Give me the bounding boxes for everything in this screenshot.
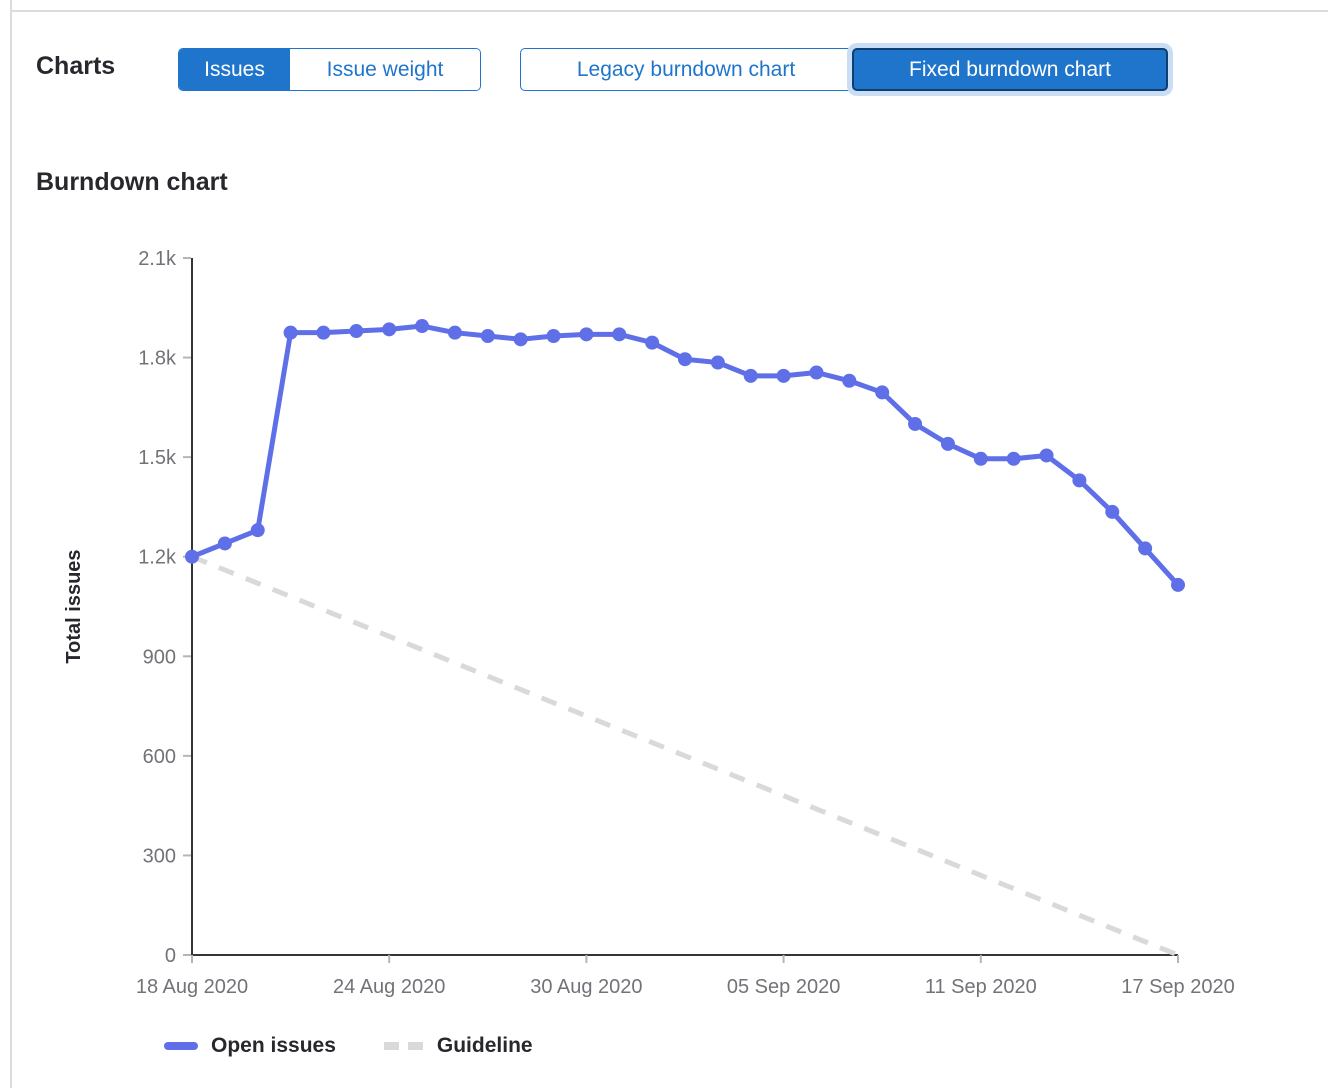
- legend-label-open-issues: Open issues: [211, 1034, 336, 1057]
- burndown-chart-svg: 0 300 600 900 1.2k 1.5k 1.8k 2.1k 18 Aug 2020 24 …: [63, 248, 1235, 998]
- legend-item-guideline[interactable]: Guideline: [383, 1034, 533, 1058]
- svg-text:600: 600: [143, 746, 176, 768]
- svg-text:2.1k: 2.1k: [138, 248, 177, 270]
- svg-text:11 Sep 2020: 11 Sep 2020: [925, 976, 1037, 998]
- metric-toggle-group: Issues Issue weight: [178, 48, 481, 91]
- open-issues-line-swatch: [164, 1042, 198, 1050]
- guideline-dash-swatch: [383, 1042, 424, 1050]
- toggle-issue-weight-button[interactable]: Issue weight: [290, 49, 480, 90]
- toggle-issues-button[interactable]: Issues: [179, 49, 290, 90]
- svg-text:24 Aug 2020: 24 Aug 2020: [333, 976, 445, 998]
- svg-text:30 Aug 2020: 30 Aug 2020: [530, 976, 642, 998]
- svg-text:05 Sep 2020: 05 Sep 2020: [727, 976, 840, 998]
- burndown-chart-title: Burndown chart: [36, 168, 228, 196]
- chart-legend: Open issues Guideline: [164, 1034, 533, 1058]
- svg-text:900: 900: [143, 646, 176, 668]
- legend-label-guideline: Guideline: [436, 1034, 533, 1057]
- svg-text:Total issues: Total issues: [63, 549, 85, 663]
- legacy-burndown-chart-button[interactable]: Legacy burndown chart: [520, 48, 852, 91]
- legend-item-open-issues[interactable]: Open issues: [164, 1034, 336, 1058]
- svg-text:0: 0: [165, 945, 176, 967]
- svg-text:1.8k: 1.8k: [138, 348, 177, 370]
- svg-text:1.5k: 1.5k: [138, 447, 177, 469]
- svg-text:18 Aug 2020: 18 Aug 2020: [136, 976, 248, 998]
- panel-left-border: [10, 0, 12, 1088]
- svg-text:1.2k: 1.2k: [138, 547, 177, 569]
- chart-type-toggle-group: Legacy burndown chart Fixed burndown cha…: [520, 48, 1168, 91]
- svg-text:17 Sep 2020: 17 Sep 2020: [1121, 976, 1234, 998]
- panel-top-border: [10, 10, 1328, 12]
- fixed-burndown-chart-button[interactable]: Fixed burndown chart: [852, 48, 1168, 91]
- charts-label: Charts: [36, 52, 116, 80]
- svg-text:300: 300: [143, 845, 176, 867]
- burndown-chart: 0 300 600 900 1.2k 1.5k 1.8k 2.1k 18 Aug 2020 24 …: [0, 240, 1328, 1040]
